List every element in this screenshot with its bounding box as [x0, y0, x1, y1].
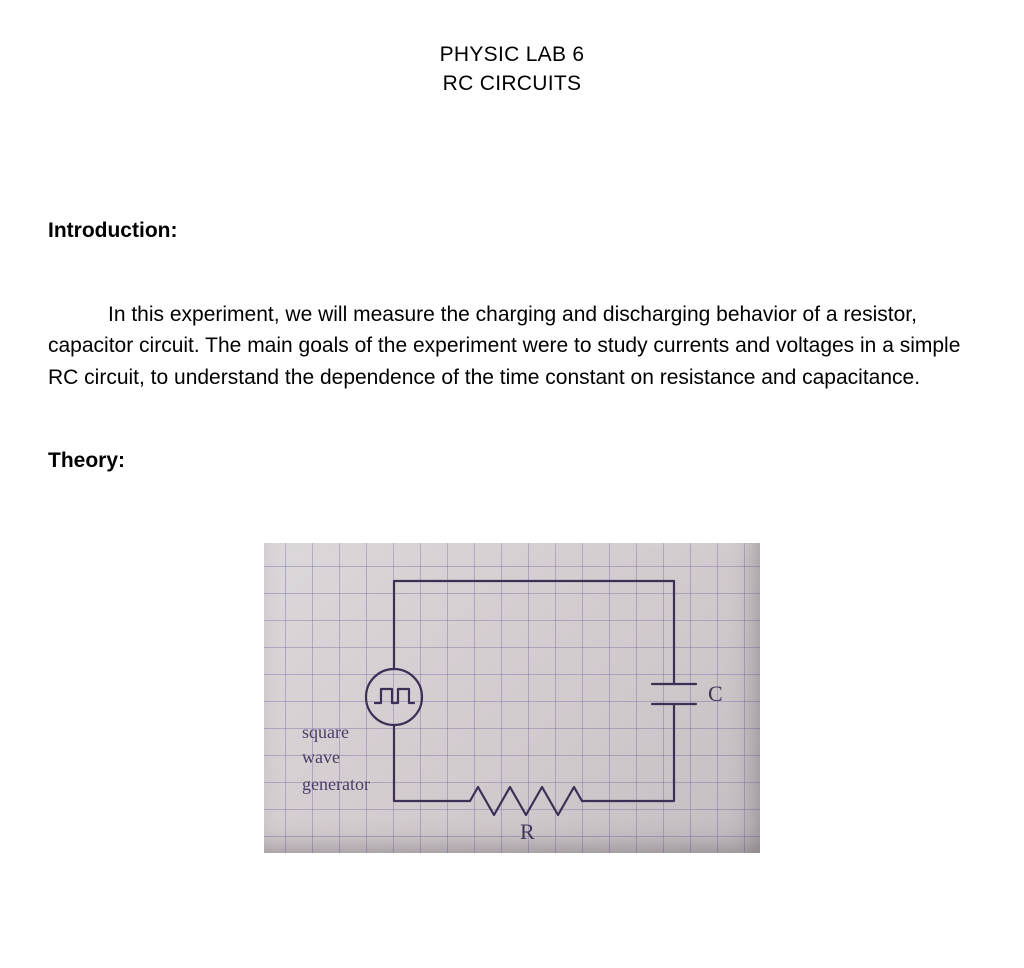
document-title-block: PHYSIC LAB 6 RC CIRCUITS	[48, 40, 976, 99]
source-symbol-circle	[366, 669, 422, 725]
label-capacitor: C	[708, 681, 723, 706]
wire-top	[394, 581, 674, 684]
theory-heading: Theory:	[48, 449, 976, 473]
introduction-paragraph: In this experiment, we will measure the …	[48, 299, 976, 394]
label-resistor: R	[520, 819, 535, 844]
circuit-diagram-container: square wave generator C R	[48, 543, 976, 853]
wire-bottom-left	[394, 725, 470, 801]
square-wave-icon	[375, 689, 414, 703]
circuit-svg: square wave generator C R	[264, 543, 760, 853]
title-line-2: RC CIRCUITS	[48, 69, 976, 98]
label-source-line2: wave	[302, 747, 340, 767]
wire-bottom-right	[582, 704, 674, 801]
resistor-symbol	[470, 787, 582, 815]
title-line-1: PHYSIC LAB 6	[48, 40, 976, 69]
circuit-diagram-photo: square wave generator C R	[264, 543, 760, 853]
introduction-heading: Introduction:	[48, 219, 976, 243]
label-source-line3: generator	[302, 774, 370, 794]
label-source-line1: square	[302, 722, 349, 742]
